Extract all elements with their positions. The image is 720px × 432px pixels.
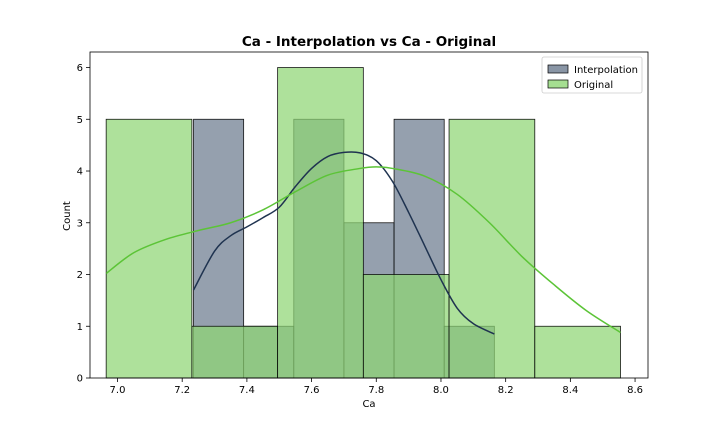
- legend: Interpolation Original: [541, 56, 643, 94]
- chart-title: Ca - Interpolation vs Ca - Original: [242, 34, 496, 50]
- bar-original-1: [191, 325, 279, 379]
- x-tick-label: 8.6: [627, 385, 643, 396]
- y-axis-label: Count: [62, 201, 73, 231]
- x-tick-label: 8.2: [498, 385, 514, 396]
- x-tick-label: 7.2: [174, 385, 190, 396]
- x-tick-label: 7.8: [368, 385, 384, 396]
- y-tick-label: 3: [77, 218, 83, 229]
- legend-swatch-original: [547, 79, 569, 89]
- x-tick-label: 8.4: [562, 385, 578, 396]
- bar-original-0: [105, 118, 193, 379]
- bars-layer: [105, 67, 621, 379]
- bar-original-4: [448, 118, 536, 379]
- kde-line-interpolation: [192, 151, 495, 335]
- x-tick-label: 7.0: [110, 385, 126, 396]
- x-axis: 7.0 7.2 7.4 7.6 7.8 8.0 8.2 8.4 8.6: [110, 378, 643, 396]
- x-axis-label: Ca: [362, 399, 375, 410]
- y-tick-label: 6: [77, 63, 83, 74]
- y-axis: 0 1 2 3 4 5 6: [77, 63, 90, 385]
- bar-original-2: [277, 67, 364, 379]
- plot-frame: [89, 51, 649, 379]
- legend-label-original: Original: [574, 80, 613, 91]
- x-tick-label: 7.4: [239, 385, 255, 396]
- y-tick-label: 4: [77, 167, 83, 178]
- y-tick-label: 5: [77, 115, 83, 126]
- y-tick-label: 0: [77, 374, 83, 385]
- legend-label-interpolation: Interpolation: [574, 65, 638, 76]
- x-tick-label: 8.0: [433, 385, 449, 396]
- bar-original-3: [362, 274, 450, 379]
- kde-curves-layer: [105, 151, 621, 335]
- kde-line-original: [105, 166, 621, 334]
- x-tick-label: 7.6: [304, 385, 320, 396]
- y-tick-label: 2: [77, 270, 83, 281]
- y-tick-label: 1: [77, 322, 83, 333]
- legend-swatch-interpolation: [547, 64, 569, 74]
- bar-original-5: [534, 325, 621, 379]
